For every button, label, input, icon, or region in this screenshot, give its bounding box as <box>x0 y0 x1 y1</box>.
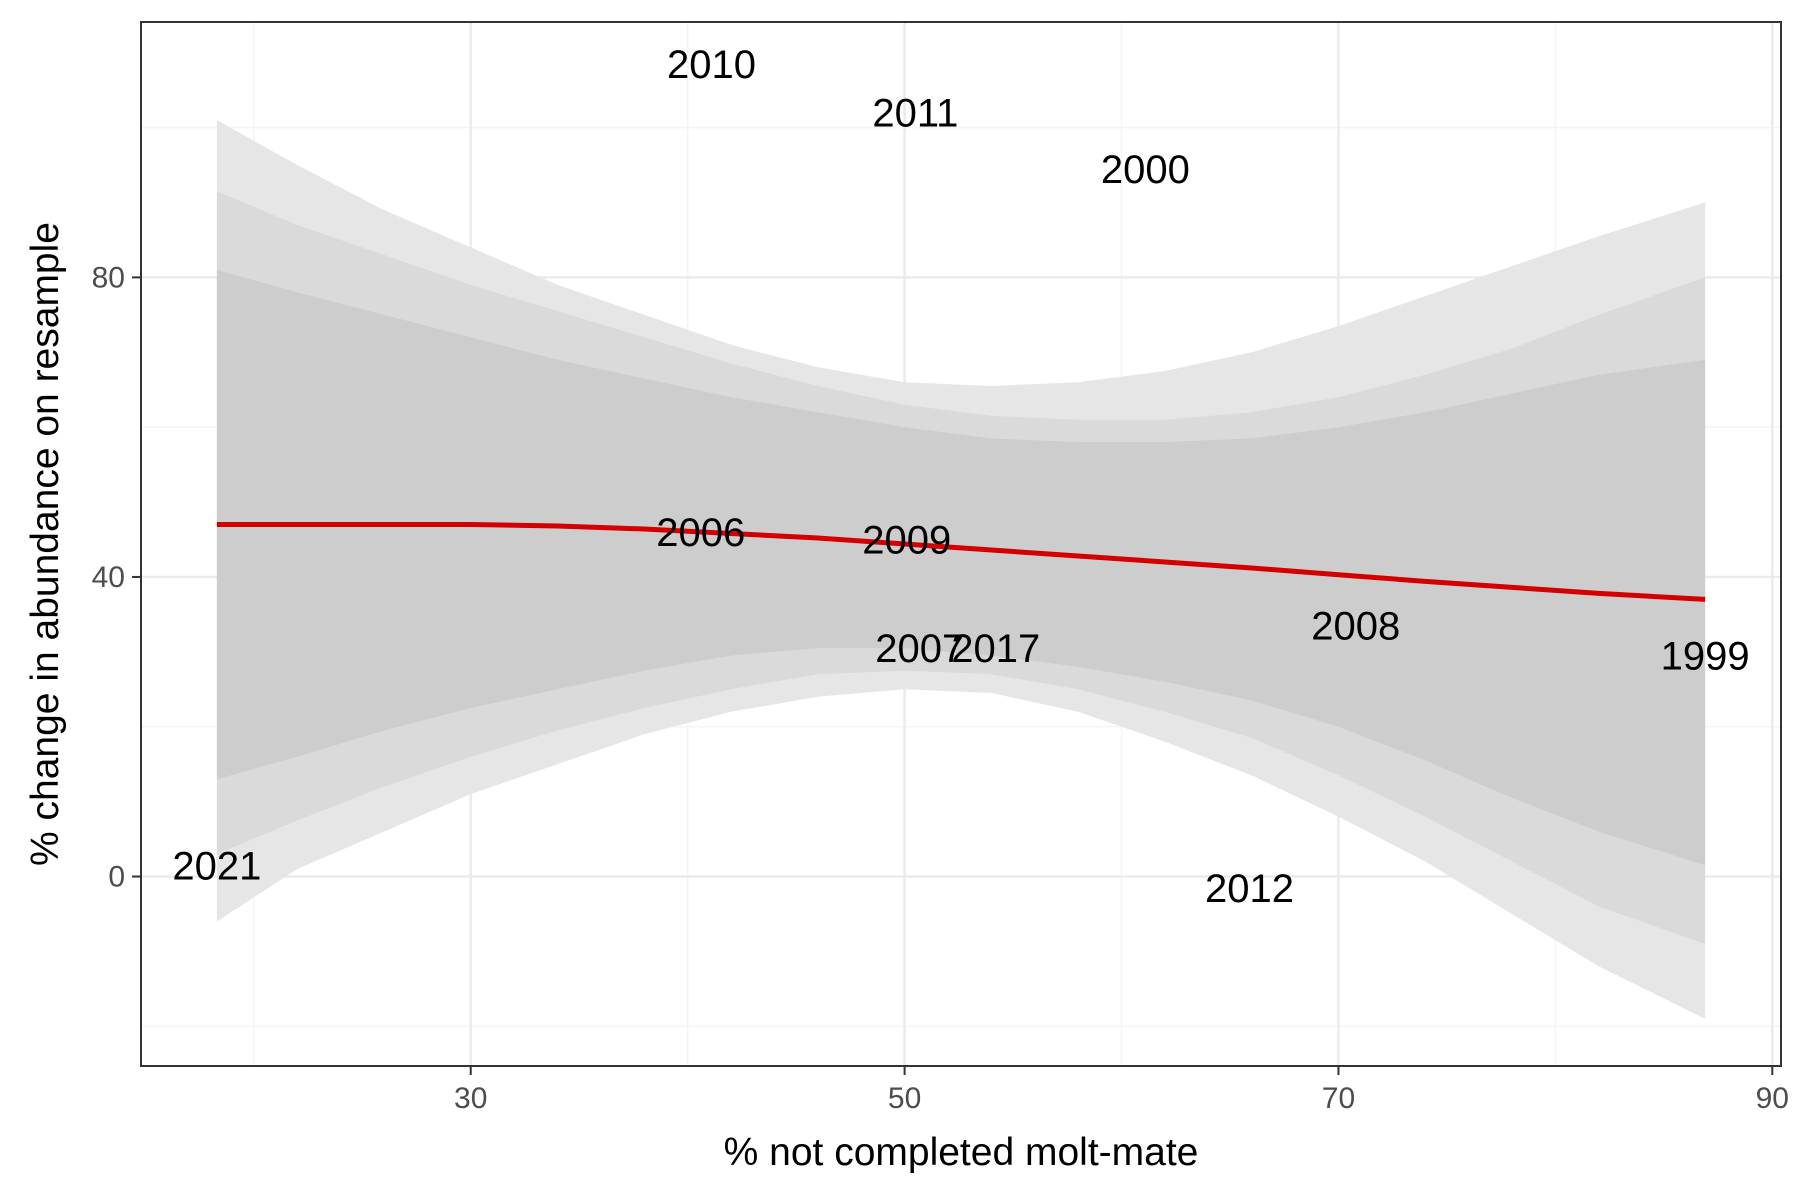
point-label-2006: 2006 <box>656 511 745 555</box>
point-label-2021: 2021 <box>172 844 261 888</box>
panel-border <box>140 21 1782 1067</box>
x-axis-title: % not completed molt-mate <box>724 1131 1199 1174</box>
x-tick-label: 30 <box>454 1082 487 1115</box>
x-tick-label: 70 <box>1322 1082 1355 1115</box>
fit-line-group <box>216 522 1706 602</box>
confidence-band-inner <box>216 269 1706 866</box>
point-label-2000: 2000 <box>1101 148 1190 192</box>
point-label-2017: 2017 <box>951 627 1040 671</box>
point-label-2007: 2007 <box>875 627 964 671</box>
y-tick-label: 0 <box>108 861 125 894</box>
point-label-2011: 2011 <box>872 92 958 136</box>
x-tick-label: 50 <box>888 1082 921 1115</box>
x-axis: 30 50 70 90 <box>454 1066 1789 1115</box>
point-label-1999: 1999 <box>1661 635 1750 679</box>
confidence-bands <box>216 120 1706 1019</box>
point-label-2008: 2008 <box>1311 605 1400 649</box>
y-tick-label: 80 <box>92 261 125 294</box>
y-axis: 0 40 80 <box>92 261 141 894</box>
x-tick-label: 90 <box>1756 1082 1789 1115</box>
point-label-2009: 2009 <box>862 519 951 563</box>
y-tick-label: 40 <box>92 561 125 594</box>
fit-line <box>216 522 1706 602</box>
y-axis-title: % change in abundance on resample <box>24 222 67 866</box>
point-label-2012: 2012 <box>1205 867 1294 911</box>
point-label-2010: 2010 <box>667 43 756 87</box>
point-labels: 1999 2000 2006 2007 2008 2009 2010 2011 2012 2017… <box>172 43 1749 911</box>
